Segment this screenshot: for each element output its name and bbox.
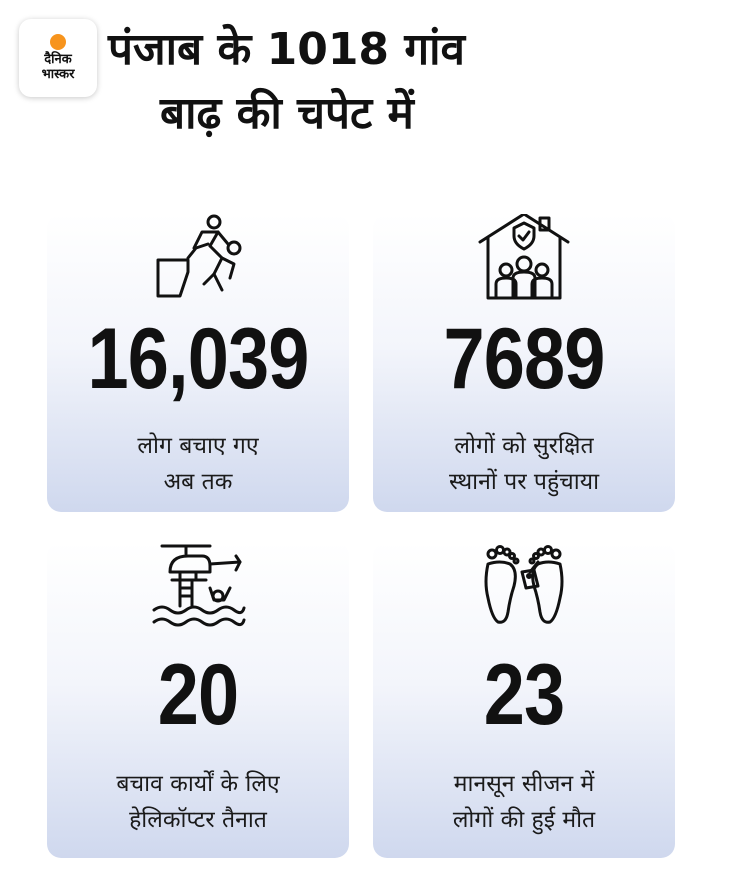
deaths-label-line1: मानसून सीजन में bbox=[453, 771, 595, 797]
relocated-count: 7689 bbox=[443, 311, 605, 407]
rescued-label-line2: अब तक bbox=[163, 469, 233, 495]
rescued-count: 16,039 bbox=[87, 311, 309, 407]
rescued-label-line1: लोग बचाए गए bbox=[137, 433, 259, 459]
helicopters-label-line1: बचाव कार्यों के लिए bbox=[116, 771, 280, 797]
title-line-1: पंजाब के 1018 गांव bbox=[108, 24, 465, 75]
relocated-label: लोगों को सुरक्षित स्थानों पर पहुंचाया bbox=[373, 428, 675, 500]
helicopters-count: 20 bbox=[157, 647, 239, 743]
relocated-label-line2: स्थानों पर पहुंचाया bbox=[448, 469, 600, 495]
rescued-label: लोग बचाए गए अब तक bbox=[47, 428, 349, 500]
helicopters-label-line2: हेलिकॉप्टर तैनात bbox=[129, 807, 267, 833]
sun-logo-icon bbox=[50, 34, 66, 50]
brand-name-line2: भास्कर bbox=[41, 67, 75, 82]
deaths-label-line2: लोगों की हुई मौत bbox=[452, 807, 596, 833]
deaths-label: मानसून सीजन में लोगों की हुई मौत bbox=[373, 766, 675, 838]
stat-card-rescued: 16,039 लोग बचाए गए अब तक bbox=[47, 214, 349, 512]
stat-card-relocated: 7689 लोगों को सुरक्षित स्थानों पर पहुंचा… bbox=[373, 214, 675, 512]
deaths-count: 23 bbox=[483, 647, 565, 743]
safe-shelter-icon bbox=[478, 214, 570, 300]
brand-name-line1: दैनिक bbox=[44, 52, 72, 67]
stat-card-deaths: 23 मानसून सीजन में लोगों की हुई मौत bbox=[373, 542, 675, 858]
title-line-2: बाढ़ की चपेट में bbox=[160, 88, 414, 139]
page-title: पंजाब के 1018 गांव बाढ़ की चपेट में bbox=[108, 18, 708, 146]
stat-card-helicopters: 20 बचाव कार्यों के लिए हेलिकॉप्टर तैनात bbox=[47, 542, 349, 858]
rescue-icon bbox=[156, 214, 242, 298]
helicopter-rescue-icon bbox=[152, 544, 246, 627]
helicopters-label: बचाव कार्यों के लिए हेलिकॉप्टर तैनात bbox=[47, 766, 349, 838]
relocated-label-line1: लोगों को सुरक्षित bbox=[454, 433, 594, 459]
deceased-feet-icon bbox=[484, 545, 564, 624]
brand-logo: दैनिक भास्कर bbox=[19, 19, 97, 97]
